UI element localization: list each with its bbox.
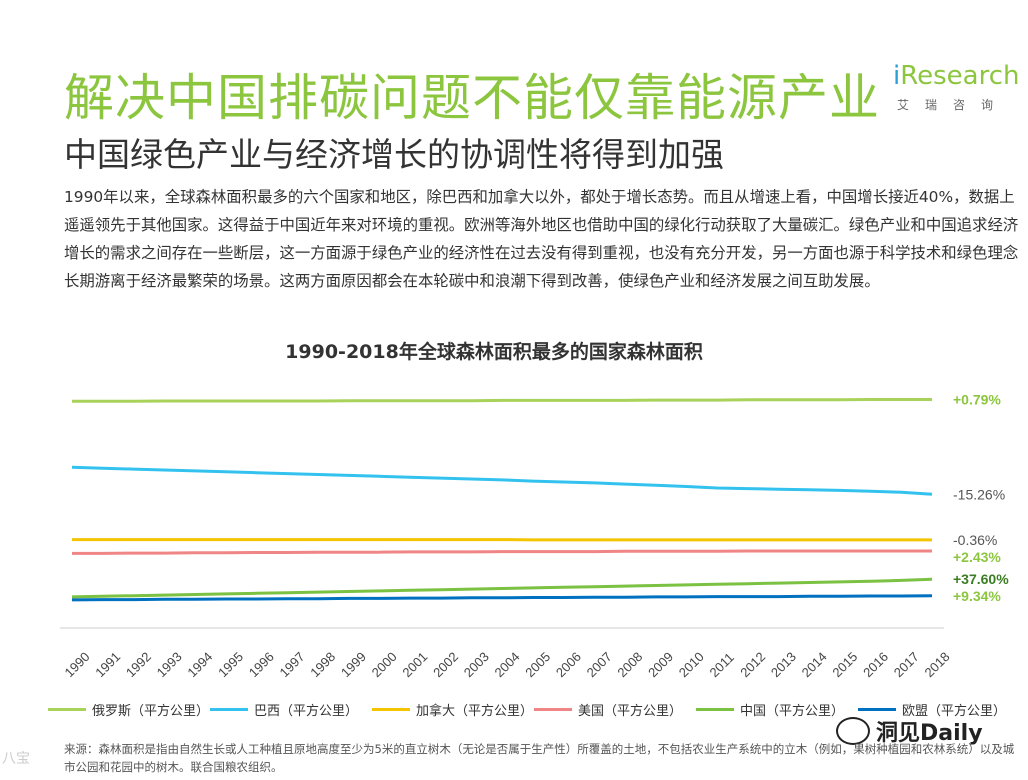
legend-item-0: 俄罗斯（平方公里） <box>48 700 210 719</box>
chart-title: 1990-2018年全球森林面积最多的国家森林面积 <box>285 341 703 363</box>
legend-label: 中国（平方公里） <box>740 704 845 719</box>
x-tick-label: 2007 <box>584 649 615 680</box>
legend-swatch <box>696 708 734 711</box>
x-tick-label: 1999 <box>338 649 369 680</box>
legend-label: 加拿大（平方公里） <box>416 704 534 719</box>
legend-swatch <box>48 708 86 711</box>
page-title: 解决中国排碳问题不能仅靠能源产业 <box>64 69 880 127</box>
x-tick-label: 1995 <box>215 649 246 680</box>
series-line-3 <box>72 549 932 555</box>
series-end-label-1: -15.26% <box>953 486 1005 502</box>
legend-swatch <box>372 708 410 711</box>
legend-label: 俄罗斯（平方公里） <box>92 704 210 719</box>
x-tick-label: 2005 <box>522 649 553 680</box>
legend-item-2: 加拿大（平方公里） <box>372 700 534 719</box>
page-subtitle: 中国绿色产业与经济增长的协调性将得到加强 <box>64 135 724 174</box>
chart-legend: 俄罗斯（平方公里） 巴西（平方公里） 加拿大（平方公里） 美国（平方公里） 中国（平方公… <box>48 700 1020 719</box>
series-end-label-4: +37.60% <box>953 571 1009 587</box>
series-end-label-2: -0.36% <box>953 532 997 548</box>
legend-item-1: 巴西（平方公里） <box>210 700 372 719</box>
x-tick-label: 1993 <box>154 649 185 680</box>
x-tick-label: 1998 <box>307 649 338 680</box>
x-tick-label: 2013 <box>768 649 799 680</box>
series-end-label-3: +2.43% <box>953 549 1001 565</box>
series-end-label-0: +0.79% <box>953 392 1001 408</box>
iresearch-logo: iResearch 艾瑞咨询 <box>893 62 1023 122</box>
series-line-5 <box>71 594 933 602</box>
legend-swatch <box>858 708 896 711</box>
watermark: 洞见Daily <box>836 715 983 747</box>
x-tick-label: 2008 <box>614 649 645 680</box>
legend-swatch <box>210 708 248 711</box>
legend-item-5: 欧盟（平方公里） <box>858 700 1020 719</box>
logo-brand-prefix: i <box>893 61 901 91</box>
x-tick-label: 2016 <box>860 649 891 680</box>
x-tick-label: 1992 <box>123 649 154 680</box>
x-tick-label: 2015 <box>829 649 860 680</box>
x-tick-label: 1994 <box>184 649 215 680</box>
x-tick-label: 2018 <box>922 649 953 680</box>
legend-item-4: 中国（平方公里） <box>696 700 858 719</box>
x-tick-label: 2002 <box>430 649 461 680</box>
body-paragraph: 1990年以来，全球森林面积最多的六个国家和地区，除巴西和加拿大以外，都处于增长… <box>64 188 1019 290</box>
x-tick-label: 2010 <box>676 649 707 680</box>
series-line-0 <box>72 398 932 403</box>
legend-item-3: 美国（平方公里） <box>534 700 696 719</box>
watermark-text: 洞见Daily <box>876 721 983 746</box>
x-tick-label: 2017 <box>891 649 922 680</box>
series-line-4 <box>71 577 933 599</box>
wechat-icon <box>836 717 870 745</box>
x-tick-label: 2003 <box>461 649 492 680</box>
x-tick-label: 2001 <box>399 649 430 680</box>
x-tick-label: 1991 <box>92 649 123 680</box>
x-tick-label: 1997 <box>277 649 308 680</box>
x-tick-label: 2009 <box>645 649 676 680</box>
legend-label: 巴西（平方公里） <box>254 704 359 719</box>
logo-cn: 艾瑞咨询 <box>897 98 1010 112</box>
legend-label: 美国（平方公里） <box>578 704 683 719</box>
legend-swatch <box>534 708 572 711</box>
logo-brand: iResearch <box>893 62 1023 90</box>
forest-area-line-chart: 1990 1991 1992 1993 1994 1995 1996 1997 1998 1999… <box>60 392 1009 680</box>
legend-label: 欧盟（平方公里） <box>902 704 1007 719</box>
x-tick-label: 1990 <box>62 649 93 680</box>
x-tick-label: 2000 <box>369 649 400 680</box>
x-tick-label: 2012 <box>737 649 768 680</box>
x-tick-label: 2006 <box>553 649 584 680</box>
source-note: 来源：森林面积是指由自然生长或人工种植且原地高度至少为5米的直立树木（无论是否属… <box>64 742 1015 774</box>
x-tick-label: 1996 <box>246 649 277 680</box>
series-end-label-5: +9.34% <box>953 588 1001 604</box>
logo-brand-rest: Research <box>900 61 1020 91</box>
x-tick-label: 2014 <box>799 649 830 680</box>
x-tick-label: 2004 <box>492 649 523 680</box>
x-tick-label: 2011 <box>707 650 737 680</box>
corner-mark: 八宝 <box>2 751 30 767</box>
series-line-1 <box>71 465 933 496</box>
